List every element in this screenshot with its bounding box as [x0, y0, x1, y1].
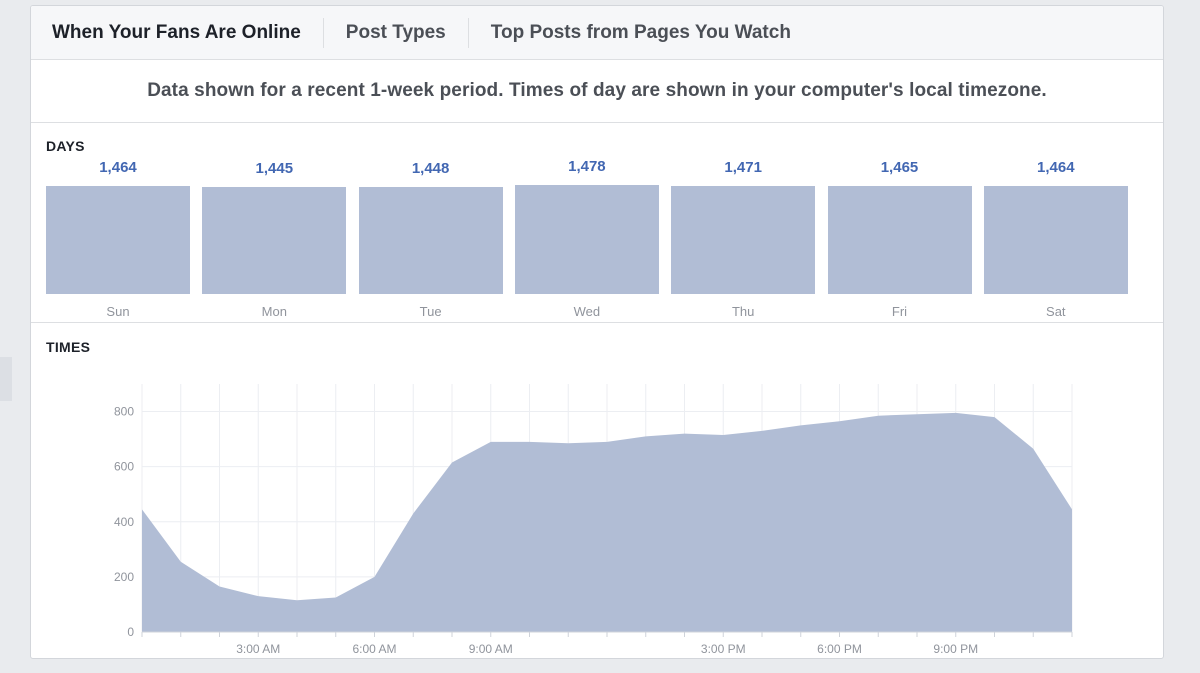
timezone-note: Data shown for a recent 1-week period. T… [31, 60, 1163, 123]
times-chart: 0 200 400 600 800 3:00 AM 6:00 AM 9:00 AM 3:00 P… [114, 384, 1073, 656]
day-value-label: 1,465 [880, 158, 919, 176]
day-bar[interactable] [983, 186, 1128, 294]
sidebar-edge [0, 357, 12, 401]
y-tick-label: 200 [114, 570, 134, 584]
y-tick-label: 800 [114, 405, 134, 419]
day-name-label: Thu [731, 304, 755, 319]
y-tick-label: 0 [127, 625, 134, 639]
x-tick-label: 6:00 PM [817, 642, 862, 656]
tab-top-posts[interactable]: Top Posts from Pages You Watch [490, 21, 791, 43]
day-name-label: Sun [106, 304, 130, 319]
day-bar[interactable] [827, 185, 972, 294]
day-name-label: Tue [419, 304, 442, 319]
day-bar[interactable] [514, 185, 659, 294]
tab-divider [467, 17, 469, 48]
x-tick-label: 3:00 PM [701, 642, 746, 656]
day-value-label: 1,464 [99, 159, 137, 177]
tab-bar: When Your Fans Are Online Post Types Top… [31, 6, 1163, 60]
times-label: TIMES [46, 339, 91, 355]
day-name-label: Mon [261, 304, 287, 319]
y-tick-label: 400 [114, 515, 134, 529]
x-tick-label: 9:00 AM [469, 642, 513, 656]
day-name-label: Sat [1046, 304, 1066, 319]
x-tick-label: 3:00 AM [236, 642, 280, 656]
y-tick-label: 600 [114, 460, 134, 474]
day-value-label: 1,478 [568, 158, 606, 175]
x-tick-label: 9:00 PM [933, 642, 978, 656]
days-chart: DAYS 1,464 Sun 1,445 Mon 1,448 Tue 1,478 Wed 1,4… [31, 122, 1163, 323]
day-bar[interactable] [358, 187, 503, 294]
day-value-label: 1,445 [255, 160, 294, 178]
day-bar[interactable] [46, 186, 190, 294]
tab-post-types[interactable]: Post Types [345, 21, 446, 43]
audience-insights-card: When Your Fans Are Online Post Types Top… [30, 5, 1164, 659]
tab-when-fans-online[interactable]: When Your Fans Are Online [52, 21, 301, 43]
day-name-label: Wed [573, 304, 601, 319]
day-value-label: 1,448 [411, 160, 450, 178]
day-value-label: 1,464 [1037, 159, 1075, 177]
day-value-label: 1,471 [724, 158, 762, 176]
day-bar[interactable] [202, 187, 347, 294]
days-label: DAYS [46, 138, 85, 154]
tab-divider [322, 17, 324, 48]
times-area-series [142, 412, 1072, 632]
x-tick-label: 6:00 AM [352, 642, 396, 656]
day-bar[interactable] [671, 185, 816, 294]
day-name-label: Fri [891, 304, 908, 319]
